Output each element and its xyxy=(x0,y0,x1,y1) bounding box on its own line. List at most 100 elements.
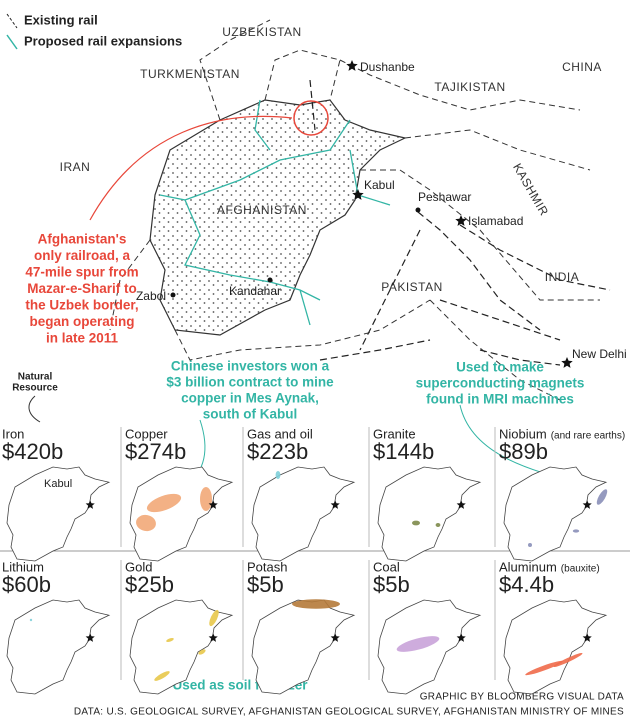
city-star xyxy=(456,633,466,642)
deposit xyxy=(528,543,532,547)
mini-map xyxy=(251,599,355,695)
city-star xyxy=(352,189,364,200)
railroad-annotation: only railroad, a xyxy=(34,248,131,263)
railroad-annotation: the Uzbek border, xyxy=(25,298,138,313)
mini-map xyxy=(377,599,481,695)
mini-map xyxy=(503,599,607,695)
resource-note: (and rare earths) xyxy=(551,431,625,442)
legend-existing-swatch xyxy=(6,13,18,29)
resource-value: $420b xyxy=(2,439,63,464)
legend-existing: Existing rail xyxy=(24,12,98,27)
city-star xyxy=(85,500,95,509)
resource-name: Niobium xyxy=(499,426,547,441)
city-star xyxy=(456,500,466,509)
resource-city: Kabul xyxy=(44,478,72,490)
deposit xyxy=(596,489,608,505)
deposit xyxy=(154,671,170,681)
mini-afghanistan xyxy=(377,599,481,695)
country-label: AFGHANISTAN xyxy=(217,203,307,217)
legend-proposed-swatch xyxy=(6,34,18,50)
afghanistan xyxy=(149,99,406,336)
city-dot xyxy=(267,277,273,283)
mini-afghanistan xyxy=(377,466,481,562)
mini-afghanistan xyxy=(503,599,607,695)
deposit xyxy=(198,649,206,655)
copper-annotation: Chinese investors won a xyxy=(171,359,330,374)
city-star xyxy=(85,633,95,642)
country-label: KASHMIR xyxy=(510,161,551,218)
deposit xyxy=(572,529,580,533)
copper-annotation: south of Kabul xyxy=(203,407,298,422)
resource-value: $5b xyxy=(247,572,284,597)
mini-afghanistan xyxy=(503,466,607,562)
resource-value: $5b xyxy=(373,572,410,597)
deposit xyxy=(292,599,340,609)
country-label: CHINA xyxy=(562,60,602,74)
resource-name: Gold xyxy=(125,559,152,574)
deposit xyxy=(525,660,563,676)
city-label: Kabul xyxy=(364,178,395,192)
niobium-annotation: Used to make xyxy=(456,360,544,375)
resource-value: $4.4b xyxy=(499,572,554,597)
city-label: Dushanbe xyxy=(360,60,415,74)
deposit xyxy=(553,652,583,668)
resource-value: $25b xyxy=(125,572,174,597)
city-star xyxy=(582,633,592,642)
resource-name: Aluminum xyxy=(499,559,557,574)
resource-value: $89b xyxy=(499,439,548,464)
city-label: Kandahar xyxy=(229,284,281,298)
deposit xyxy=(29,618,33,622)
mini-map xyxy=(6,466,110,562)
railroad-highlight xyxy=(293,100,329,136)
existing-rail xyxy=(309,79,611,366)
deposit xyxy=(146,493,182,513)
legend-proposed: Proposed rail expansions xyxy=(24,33,182,48)
deposit xyxy=(435,523,441,527)
railroad-pointer xyxy=(89,115,293,221)
country-label: UZBEKISTAN xyxy=(222,25,301,39)
city-star xyxy=(208,633,218,642)
resource-value: $144b xyxy=(373,439,434,464)
railroad-annotation: 47-mile spur from xyxy=(25,265,138,280)
city-label: Islamabad xyxy=(468,214,523,228)
resource-name: Lithium xyxy=(2,559,44,574)
resource-value: $223b xyxy=(247,439,308,464)
city-label: Zabol xyxy=(136,289,166,303)
resource-name: Copper xyxy=(125,426,168,441)
mini-map xyxy=(377,466,481,562)
copper-annotation: $3 billion contract to mine xyxy=(166,375,334,390)
resource-value: $274b xyxy=(125,439,186,464)
country-label: INDIA xyxy=(545,270,580,284)
city-label: Peshawar xyxy=(418,190,471,204)
city-star xyxy=(346,60,358,71)
deposit xyxy=(209,609,219,627)
railroad-annotation: Mazar-e-Sharif to xyxy=(27,281,137,296)
mini-map xyxy=(251,466,355,562)
deposit xyxy=(166,637,174,643)
railroad-annotation: in late 2011 xyxy=(46,331,119,346)
city-star xyxy=(330,633,340,642)
railroad-annotation: Afghanistan's xyxy=(38,232,127,247)
niobium-annotation: found in MRI machines xyxy=(426,392,574,407)
country-label: IRAN xyxy=(60,160,91,174)
mini-afghanistan xyxy=(6,599,110,695)
mini-map xyxy=(129,599,233,695)
country-label: PAKISTAN xyxy=(381,280,443,294)
resource-name: Granite xyxy=(373,426,416,441)
country-label: TAJIKISTAN xyxy=(434,80,505,94)
city-dot xyxy=(415,207,421,213)
resource-name: Potash xyxy=(247,559,287,574)
city-dot xyxy=(170,292,176,298)
mini-map xyxy=(503,466,608,562)
country-label: TURKMENISTAN xyxy=(140,67,240,81)
resource-note: (bauxite) xyxy=(561,564,600,575)
deposit xyxy=(200,487,212,511)
resource-pointer xyxy=(28,395,41,423)
mini-afghanistan xyxy=(251,599,355,695)
source: DATA: U.S. GEOLOGICAL SURVEY, AFGHANISTA… xyxy=(74,707,624,718)
resource-value: $60b xyxy=(2,572,51,597)
copper-annotation: copper in Mes Aynak, xyxy=(181,391,319,406)
credit: GRAPHIC BY BLOOMBERG VISUAL DATA xyxy=(420,692,624,703)
city-label: New Delhi xyxy=(572,347,627,361)
